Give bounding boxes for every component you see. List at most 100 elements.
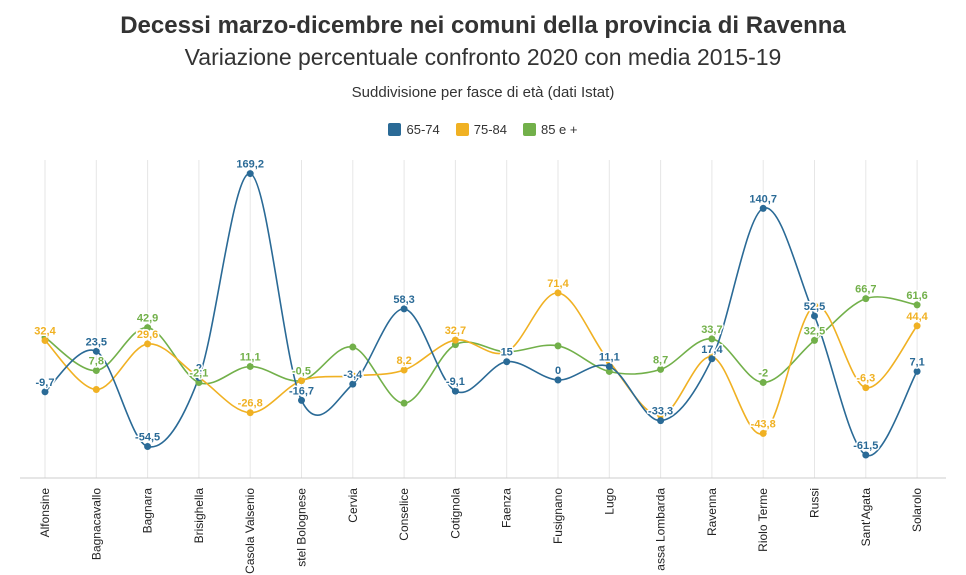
data-label-85-e-: -0,5 bbox=[292, 366, 311, 378]
data-point-85-e-[interactable] bbox=[92, 366, 100, 374]
x-tick-label: Sant'Agata bbox=[859, 488, 873, 547]
data-point-85-e-[interactable] bbox=[195, 379, 203, 387]
x-tick-label: stel Bolognese bbox=[295, 488, 309, 567]
data-point-65-74[interactable] bbox=[708, 355, 716, 363]
data-point-65-74[interactable] bbox=[41, 388, 49, 396]
data-labels: -9,7 23,5 -54,5 2 169,2 -16,7 -3,4 58,3 -9,1 15 0 1… bbox=[33, 157, 930, 453]
data-point-75-84[interactable] bbox=[41, 336, 49, 344]
legend-label-85-plus: 85 e + bbox=[540, 122, 578, 137]
x-tick-label: Brisighella bbox=[192, 488, 206, 544]
legend-label-75-84: 75-84 bbox=[473, 122, 507, 137]
data-point-65-74[interactable] bbox=[451, 387, 459, 395]
data-point-65-74[interactable] bbox=[554, 376, 562, 384]
data-point-75-84[interactable] bbox=[862, 384, 870, 392]
data-point-65-74[interactable] bbox=[349, 380, 357, 388]
data-point-65-74[interactable] bbox=[657, 417, 665, 425]
data-point-65-74[interactable] bbox=[144, 442, 152, 450]
data-point-85-e-[interactable] bbox=[400, 399, 408, 407]
data-point-85-e-[interactable] bbox=[657, 365, 665, 373]
data-point-85-e-[interactable] bbox=[759, 378, 767, 386]
legend: 65-74 75-84 85 e + bbox=[0, 122, 966, 137]
series-line-85-e- bbox=[44, 296, 918, 405]
x-tick-label: Fusignano bbox=[551, 488, 565, 544]
data-label-75-84: -26,8 bbox=[238, 398, 263, 410]
x-tick-label: Cervia bbox=[346, 488, 360, 523]
data-label-85-e-: 66,7 bbox=[855, 284, 876, 296]
data-point-75-84[interactable] bbox=[400, 366, 408, 374]
legend-item-75-84[interactable]: 75-84 bbox=[455, 122, 507, 137]
x-tick-label: Alfonsine bbox=[38, 488, 52, 538]
data-point-65-74[interactable] bbox=[92, 347, 100, 355]
data-point-75-84[interactable] bbox=[811, 302, 818, 310]
series-lines bbox=[44, 172, 918, 457]
data-label-65-74: -16,7 bbox=[289, 385, 314, 397]
data-point-65-74[interactable] bbox=[759, 204, 767, 212]
data-label-75-84: -43,8 bbox=[751, 418, 776, 430]
data-point-85-e-[interactable] bbox=[811, 336, 818, 344]
data-label-75-84: 8,2 bbox=[396, 355, 411, 367]
series-line-75-84 bbox=[44, 292, 918, 435]
data-label-75-84: -6,3 bbox=[856, 373, 875, 385]
legend-swatch-75-84 bbox=[455, 123, 469, 136]
data-point-65-74[interactable] bbox=[862, 451, 870, 459]
legend-item-65-74[interactable]: 65-74 bbox=[388, 122, 440, 137]
data-label-85-e-: 61,6 bbox=[906, 290, 927, 302]
x-tick-label: Solarolo bbox=[910, 488, 924, 532]
data-point-75-84[interactable] bbox=[451, 336, 459, 344]
data-point-75-84[interactable] bbox=[554, 289, 562, 297]
data-point-85-e-[interactable] bbox=[862, 295, 870, 303]
data-point-85-e-[interactable] bbox=[349, 343, 357, 351]
x-tick-label: Faenza bbox=[500, 488, 514, 528]
data-point-75-84[interactable] bbox=[913, 322, 921, 330]
data-label-65-74: -54,5 bbox=[135, 431, 160, 443]
data-label-65-74: 169,2 bbox=[236, 159, 264, 171]
data-point-75-84[interactable] bbox=[657, 411, 665, 419]
data-point-75-84[interactable] bbox=[298, 377, 305, 385]
data-label-85-e-: -2,1 bbox=[189, 368, 208, 380]
data-label-65-74: -61,5 bbox=[853, 440, 878, 452]
legend-swatch-85-plus bbox=[522, 123, 536, 136]
data-label-65-74: 2 bbox=[196, 363, 202, 375]
data-point-65-74[interactable] bbox=[400, 305, 408, 313]
data-point-85-e-[interactable] bbox=[708, 335, 716, 343]
data-label-65-74: -33,3 bbox=[648, 406, 673, 418]
data-point-85-e-[interactable] bbox=[605, 367, 613, 375]
x-tick-label: Russi bbox=[808, 488, 822, 518]
data-point-65-74[interactable] bbox=[298, 396, 305, 404]
data-point-65-74[interactable] bbox=[246, 170, 254, 178]
data-label-75-84: 32,4 bbox=[34, 325, 56, 337]
x-tick-label: Bagnara bbox=[141, 488, 155, 534]
data-point-65-74[interactable] bbox=[195, 374, 203, 382]
data-point-85-e-[interactable] bbox=[246, 362, 254, 370]
data-point-65-74[interactable] bbox=[503, 358, 511, 366]
chart-caption: Suddivisione per fasce di età (dati Ista… bbox=[351, 84, 615, 101]
data-label-65-74: -3,4 bbox=[343, 369, 363, 381]
data-label-85-e-: 33,7 bbox=[701, 324, 722, 336]
data-label-85-e-: 42,9 bbox=[137, 313, 158, 325]
data-label-65-74: 58,3 bbox=[393, 294, 414, 306]
x-tick-label: assa Lombarda bbox=[654, 488, 668, 571]
legend-item-85-plus[interactable]: 85 e + bbox=[522, 122, 578, 137]
data-point-65-74[interactable] bbox=[913, 367, 921, 375]
x-tick-label: Cotignola bbox=[448, 488, 462, 539]
data-point-85-e-[interactable] bbox=[913, 301, 921, 309]
data-point-65-74[interactable] bbox=[811, 312, 818, 320]
data-point-75-84[interactable] bbox=[759, 429, 767, 437]
data-label-65-74: 0 bbox=[555, 365, 561, 377]
chart-subtitle: Variazione percentuale confronto 2020 co… bbox=[184, 44, 782, 70]
data-point-75-84[interactable] bbox=[144, 340, 152, 348]
data-point-85-e-[interactable] bbox=[554, 342, 562, 350]
data-label-65-74: -9,1 bbox=[446, 376, 465, 388]
chart-title: Decessi marzo-dicembre nei comuni della … bbox=[120, 12, 846, 39]
x-tick-label: Ravenna bbox=[705, 488, 719, 536]
data-point-85-e-[interactable] bbox=[144, 324, 152, 332]
data-point-65-74[interactable] bbox=[605, 362, 613, 370]
data-point-75-84[interactable] bbox=[246, 409, 254, 417]
x-tick-label: Lugo bbox=[602, 488, 616, 515]
data-label-85-e-: 8,7 bbox=[653, 354, 668, 366]
data-point-75-84[interactable] bbox=[349, 372, 357, 380]
data-point-75-84[interactable] bbox=[92, 386, 100, 394]
data-point-75-84[interactable] bbox=[503, 348, 511, 356]
x-tick-label: Bagnacavallo bbox=[89, 488, 103, 560]
